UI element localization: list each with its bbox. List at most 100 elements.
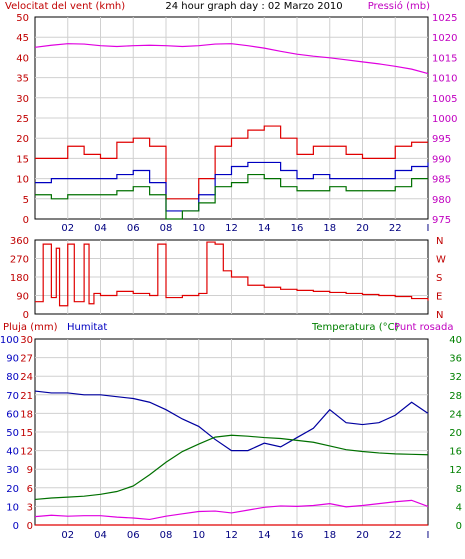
pressure-tick-label: 1005 <box>432 94 457 105</box>
chart-title: 24 hour graph day : 02 Marzo 2010 <box>165 1 342 12</box>
wind-speed-tick-label: 30 <box>16 94 29 105</box>
wind-direction-tick-label: 0 <box>23 310 29 321</box>
temperature-tick-label: 12 <box>449 465 462 476</box>
pressure-tick-label: 1015 <box>432 53 457 64</box>
rain-tick-label: 18 <box>20 409 33 420</box>
temperature-tick-label: 20 <box>449 428 462 439</box>
x-tick-label: 14 <box>258 223 271 234</box>
wind-direction-degree-tick-labels: 0 90 180 270 360 <box>10 236 29 321</box>
rain-tick-label: 24 <box>20 372 33 383</box>
wind-speed-tick-label: 35 <box>16 74 29 85</box>
x-tick-label: 20 <box>356 223 369 234</box>
compass-point-label: E <box>436 292 442 303</box>
humidity-axis-label: Humitat <box>67 322 107 333</box>
wind-direction-tick-label: 360 <box>10 236 29 247</box>
humidity-tick-label: 0 <box>13 521 19 532</box>
x-tick-label: 16 <box>291 223 304 234</box>
humidity-tick-label: 10 <box>6 502 19 513</box>
wind-speed-tick-label: 15 <box>16 154 29 165</box>
pressure-tick-label: 1025 <box>432 13 457 24</box>
x-tick-label: 12 <box>225 530 238 541</box>
pressure-tick-label: 985 <box>432 175 451 186</box>
pressure-tick-label: 1010 <box>432 74 457 85</box>
rain-tick-label: 21 <box>20 391 33 402</box>
x-tick-label: I <box>427 530 430 541</box>
humidity-tick-label: 40 <box>6 447 19 458</box>
x-tick-label: 20 <box>356 530 369 541</box>
x-tick-label: 08 <box>160 530 173 541</box>
rain-tick-labels: 0 3 6 9 12 15 18 21 24 27 30 <box>20 335 33 532</box>
wind-pressure-series <box>34 43 429 220</box>
rain-axis-label: Pluja (mm) <box>3 322 58 333</box>
wind-speed-tick-label: 20 <box>16 134 29 145</box>
pressure-tick-label: 1000 <box>432 114 457 125</box>
speed-series-line <box>35 161 429 212</box>
x-tick-label: 12 <box>225 223 238 234</box>
wind-speed-tick-label: 0 <box>23 215 29 226</box>
temperature-axis-label: Temperatura (°C) <box>311 322 399 333</box>
rain-tick-label: 30 <box>20 335 33 346</box>
rain-tick-label: 6 <box>27 484 33 495</box>
wind-direction-tick-label: 90 <box>16 292 29 303</box>
humidity-tick-label: 80 <box>6 372 19 383</box>
humidity-tick-label: 50 <box>6 428 19 439</box>
temperature-tick-label: 0 <box>456 521 462 532</box>
x-tick-label: 18 <box>323 530 336 541</box>
humidity-tick-label: 70 <box>6 391 19 402</box>
wind-speed-axis-label: Velocitat del vent (kmh) <box>5 1 125 12</box>
pressure-tick-label: 990 <box>432 154 451 165</box>
wind-speed-tick-labels: 0 5 10 15 20 25 30 35 40 45 50 <box>16 13 29 226</box>
x-tick-label: 06 <box>127 530 140 541</box>
humidity-tick-label: 20 <box>6 484 19 495</box>
wind-speed-tick-label: 10 <box>16 175 29 186</box>
temperature-tick-label: 32 <box>449 372 462 383</box>
x-tick-label: 10 <box>192 530 205 541</box>
temperature-tick-labels: 0 4 8 12 16 20 24 28 32 36 40 <box>449 335 462 532</box>
rain-tick-label: 3 <box>27 502 33 513</box>
temperature-tick-label: 4 <box>456 502 462 513</box>
wind-direction-series-line <box>35 241 429 307</box>
temperature-tick-label: 28 <box>449 391 462 402</box>
pressure-tick-label: 975 <box>432 215 451 226</box>
compass-point-label: N <box>436 310 443 321</box>
humidity-series-line <box>34 390 429 452</box>
x-tick-label: 02 <box>61 223 74 234</box>
compass-point-label: W <box>436 255 446 266</box>
x-tick-label: 16 <box>291 530 304 541</box>
gust-series-line <box>35 125 428 200</box>
humidity-tick-labels: 0 10 20 30 40 50 60 70 80 90 100 <box>0 335 19 532</box>
temperature-humidity-grid <box>35 339 428 525</box>
temperature-tick-label: 40 <box>449 335 462 346</box>
temperature-humidity-panel: Pluja (mm) Humitat Temperatura (°C) Punt… <box>0 322 462 541</box>
x-tick-label: 14 <box>258 530 271 541</box>
wind-speed-tick-label: 40 <box>16 53 29 64</box>
rain-tick-label: 15 <box>20 428 33 439</box>
compass-point-label: N <box>436 236 443 247</box>
humidity-tick-label: 60 <box>6 409 19 420</box>
pressure-tick-labels: 975 980 985 990 995 1000 1005 1010 1015 1020 1025 <box>432 13 457 226</box>
temperature-tick-label: 36 <box>449 354 462 365</box>
x-tick-label: 08 <box>160 223 173 234</box>
x-tick-label: 18 <box>323 223 336 234</box>
temperature-humidity-series <box>34 390 429 526</box>
pressure-series-line <box>34 43 429 75</box>
wind-direction-tick-label: 180 <box>10 273 29 284</box>
rain-tick-label: 27 <box>20 354 33 365</box>
pressure-tick-label: 995 <box>432 134 451 145</box>
rain-tick-label: 0 <box>27 521 33 532</box>
temperature-tick-label: 24 <box>449 409 462 420</box>
x-tick-label: 10 <box>192 223 205 234</box>
wind-pressure-panel: 24 hour graph day : 02 Marzo 2010 Veloci… <box>5 0 457 234</box>
humidity-tick-label: 30 <box>6 465 19 476</box>
wind-direction-series <box>35 241 429 307</box>
temperature-humidity-x-tick-labels: 02 04 06 08 10 12 14 16 18 20 22 I <box>61 530 429 541</box>
x-tick-label: 04 <box>94 530 107 541</box>
temperature-series-line <box>34 434 429 501</box>
avg-series-line <box>35 173 428 220</box>
compass-point-label: S <box>436 273 442 284</box>
humidity-tick-label: 100 <box>0 335 19 346</box>
x-tick-label: I <box>427 223 430 234</box>
